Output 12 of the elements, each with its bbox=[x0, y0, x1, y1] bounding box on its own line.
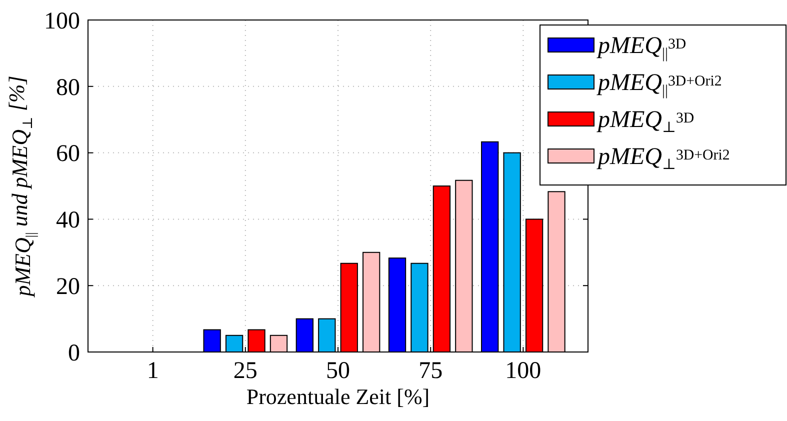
x-axis-title: Prozentuale Zeit [%] bbox=[246, 384, 430, 409]
y-tick-label: 40 bbox=[56, 208, 80, 234]
y-tick-label: 80 bbox=[56, 74, 80, 101]
y-tick-label: 20 bbox=[56, 274, 80, 300]
x-tick-label: 100 bbox=[505, 358, 542, 384]
x-tick-label: 1 bbox=[146, 358, 159, 384]
y-tick-label: 0 bbox=[68, 340, 80, 366]
y-tick-label: 100 bbox=[44, 8, 80, 34]
x-tick-label: 50 bbox=[326, 358, 350, 384]
x-tick-label: 25 bbox=[233, 358, 258, 384]
y-tick-label: 60 bbox=[56, 141, 80, 168]
x-tick-label: 75 bbox=[418, 358, 443, 384]
